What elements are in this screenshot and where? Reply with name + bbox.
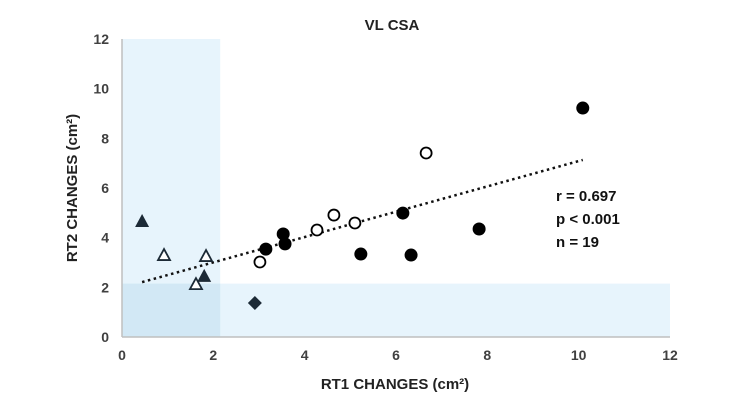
y-tick-label: 0 [101, 329, 109, 345]
x-tick-label: 2 [209, 347, 217, 363]
y-tick-label: 4 [101, 230, 109, 246]
annotation-r: r = 0.697 [556, 188, 616, 205]
point-filled-triangle [197, 268, 212, 282]
x-tick-label: 10 [571, 347, 587, 363]
annotation-p: p < 0.001 [556, 211, 620, 228]
trendline-line [141, 158, 584, 284]
point-filled-triangle [135, 214, 150, 228]
axes [121, 39, 670, 338]
shaded-overlap [122, 283, 221, 337]
point-filled-circle [576, 101, 590, 115]
y-tick-label: 8 [101, 130, 109, 146]
x-axis-label: RT1 CHANGES (cm²) [321, 376, 469, 393]
point-open-circle [310, 223, 324, 237]
y-tick-label: 6 [101, 180, 109, 196]
shaded-regions [122, 39, 670, 337]
y-tick-label: 12 [93, 31, 109, 47]
point-open-circle [253, 255, 267, 269]
data-points [135, 101, 590, 310]
point-open-circle [419, 146, 433, 160]
point-filled-circle [354, 247, 368, 261]
point-filled-circle [259, 242, 273, 256]
y-tick-label: 2 [101, 279, 109, 295]
point-filled-circle [278, 237, 292, 251]
x-tick-label: 12 [662, 347, 678, 363]
point-open-circle [327, 208, 341, 222]
point-filled-circle [472, 222, 486, 236]
x-tick-label: 4 [301, 347, 309, 363]
x-tick-label: 0 [118, 347, 126, 363]
point-filled-circle [276, 227, 290, 241]
y-tick-label: 10 [93, 81, 109, 97]
x-tick-label: 8 [483, 347, 491, 363]
point-filled-circle [404, 248, 418, 262]
chart-title: VL CSA [365, 17, 420, 34]
point-filled-diamond [247, 295, 262, 310]
point-open-triangle [198, 248, 214, 262]
point-filled-circle [396, 206, 410, 220]
y-axis-label: RT2 CHANGES (cm²) [64, 114, 81, 262]
point-open-triangle [188, 276, 204, 291]
annotation-n: n = 19 [556, 234, 599, 251]
point-open-circle [348, 216, 362, 230]
trendline [141, 158, 584, 284]
point-open-triangle [156, 247, 172, 261]
tick-labels: 0 2 4 6 8 10 12 0 2 4 6 8 10 12 [93, 31, 678, 363]
x-tick-label: 6 [392, 347, 400, 363]
